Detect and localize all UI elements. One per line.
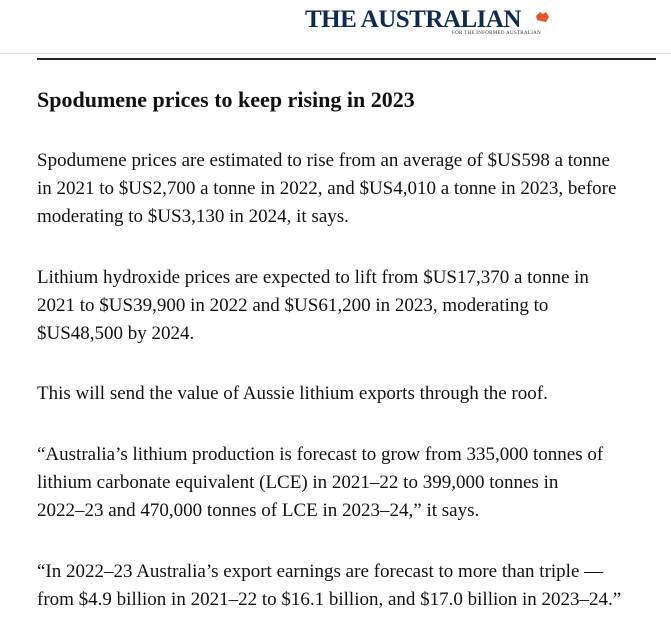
paragraph-line: $US48,500 by 2024. (37, 323, 195, 344)
paragraph: “In 2022–23 Australia’s export earnings … (37, 558, 621, 614)
paragraph-line: “Australia’s lithium production is forec… (37, 444, 604, 465)
paragraph: “Australia’s lithium production is forec… (37, 441, 603, 525)
paragraph-line: Lithium hydroxide prices are expected to… (37, 267, 589, 288)
paragraph-line: 2022–23 and 470,000 tonnes of LCE in 202… (37, 500, 480, 521)
paragraph: Spodumene prices are estimated to rise f… (37, 147, 616, 231)
paragraph-line: from $4.9 billion in 2021–22 to $16.1 bi… (37, 589, 622, 610)
paragraph: This will send the value of Aussie lithi… (37, 380, 548, 408)
paragraph-line: “In 2022–23 Australia’s export earnings … (37, 561, 604, 582)
header-divider (0, 53, 671, 54)
paragraph-line: in 2021 to $US2,700 a tonne in 2022, and… (37, 178, 617, 199)
section-rule (37, 58, 656, 60)
logo[interactable]: THE AUSTRALIAN (305, 6, 521, 33)
paragraph-line: moderating to $US3,130 in 2024, it says. (37, 206, 349, 227)
paragraph-line: lithium carbonate equivalent (LCE) in 20… (37, 472, 559, 493)
paragraph-line: This will send the value of Aussie lithi… (37, 383, 548, 404)
logo-emblem (536, 12, 549, 22)
paragraph: Lithium hydroxide prices are expected to… (37, 264, 589, 348)
headline: Spodumene prices to keep rising in 2023 (37, 87, 415, 112)
paragraph-line: Spodumene prices are estimated to rise f… (37, 150, 610, 171)
tagline: FOR THE INFORMED AUSTRALIAN (452, 31, 541, 36)
paragraph-line: 2021 to $US39,900 in 2022 and $US61,200 … (37, 295, 549, 316)
